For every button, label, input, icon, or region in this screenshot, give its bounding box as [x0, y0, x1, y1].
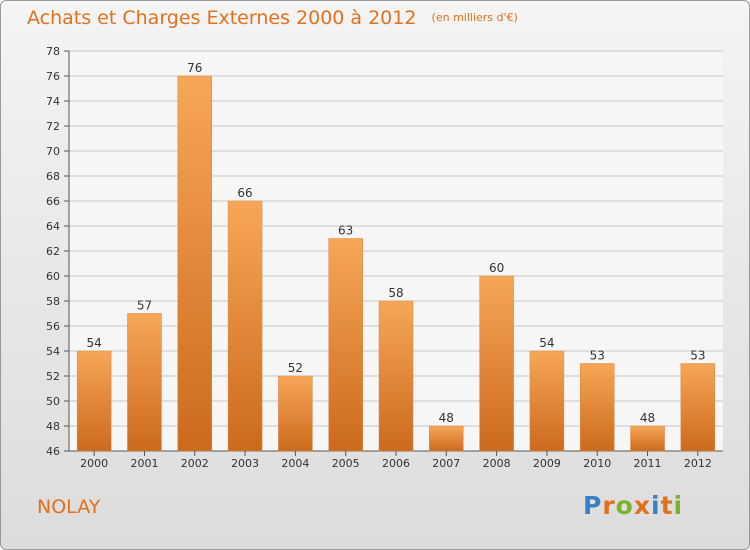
y-tick-label: 50: [46, 395, 60, 408]
bar-value-label: 63: [338, 224, 353, 238]
bar-value-label: 54: [539, 336, 554, 350]
x-tick-label: 2001: [130, 457, 158, 470]
bar-value-label: 53: [590, 349, 605, 363]
logo-letter: r: [602, 491, 616, 520]
chart-title: Achats et Charges Externes 2000 à 2012: [27, 7, 417, 29]
y-tick-label: 76: [46, 70, 60, 83]
bar-value-label: 54: [87, 336, 102, 350]
title-block: Achats et Charges Externes 2000 à 2012 (…: [27, 7, 518, 29]
y-tick-label: 72: [46, 120, 60, 133]
logo-letter: o: [615, 491, 634, 520]
bar: [227, 200, 263, 452]
bar-value-label: 60: [489, 261, 504, 275]
bar-value-label: 52: [288, 361, 303, 375]
x-tick-label: 2011: [634, 457, 662, 470]
logo-letter: t: [660, 491, 674, 520]
y-tick-label: 60: [46, 270, 60, 283]
x-tick-label: 2006: [382, 457, 410, 470]
logo-letter: i: [673, 491, 684, 520]
bar: [429, 425, 464, 452]
logo-letter: P: [583, 491, 603, 520]
y-tick-label: 66: [46, 195, 60, 208]
bar-value-label: 48: [439, 411, 454, 425]
bar: [630, 425, 665, 452]
x-tick-label: 2004: [281, 457, 309, 470]
y-tick-label: 68: [46, 170, 60, 183]
y-tick-label: 58: [46, 295, 60, 308]
bar-value-label: 76: [187, 61, 202, 75]
y-tick-label: 52: [46, 370, 60, 383]
bar-value-label: 58: [388, 286, 403, 300]
bar: [378, 300, 414, 452]
y-tick-label: 46: [46, 445, 60, 458]
chart-subtitle: (en milliers d'€): [431, 11, 518, 24]
y-tick-label: 48: [46, 420, 60, 433]
x-tick-label: 2003: [231, 457, 259, 470]
y-tick-label: 62: [46, 245, 60, 258]
y-tick-label: 56: [46, 320, 60, 333]
y-tick-label: 64: [46, 220, 60, 233]
logo-letter: i: [651, 491, 661, 520]
x-tick-label: 2010: [583, 457, 611, 470]
bar-value-label: 57: [137, 299, 152, 313]
bar: [579, 363, 615, 452]
bar-value-label: 53: [690, 349, 705, 363]
y-tick-label: 70: [46, 145, 60, 158]
y-tick-label: 78: [46, 45, 60, 58]
logo-letter: x: [633, 491, 651, 520]
x-tick-label: 2007: [432, 457, 460, 470]
x-tick-label: 2008: [483, 457, 511, 470]
x-tick-label: 2012: [684, 457, 712, 470]
bar: [529, 350, 565, 452]
x-tick-label: 2005: [332, 457, 360, 470]
bar: [479, 275, 514, 452]
bar: [680, 363, 716, 452]
proxiti-logo[interactable]: Proxiti: [583, 491, 683, 520]
y-tick-label: 74: [46, 95, 60, 108]
bar: [278, 375, 313, 452]
bar: [127, 313, 162, 452]
y-tick-label: 54: [46, 345, 60, 358]
bar: [177, 75, 213, 452]
commune-name: NOLAY: [37, 496, 101, 518]
bar-value-label: 48: [640, 411, 655, 425]
x-tick-label: 2009: [533, 457, 561, 470]
bar: [76, 350, 112, 452]
bar: [328, 238, 363, 452]
x-tick-label: 2000: [80, 457, 108, 470]
bar-value-label: 66: [237, 186, 252, 200]
x-tick-label: 2002: [181, 457, 209, 470]
